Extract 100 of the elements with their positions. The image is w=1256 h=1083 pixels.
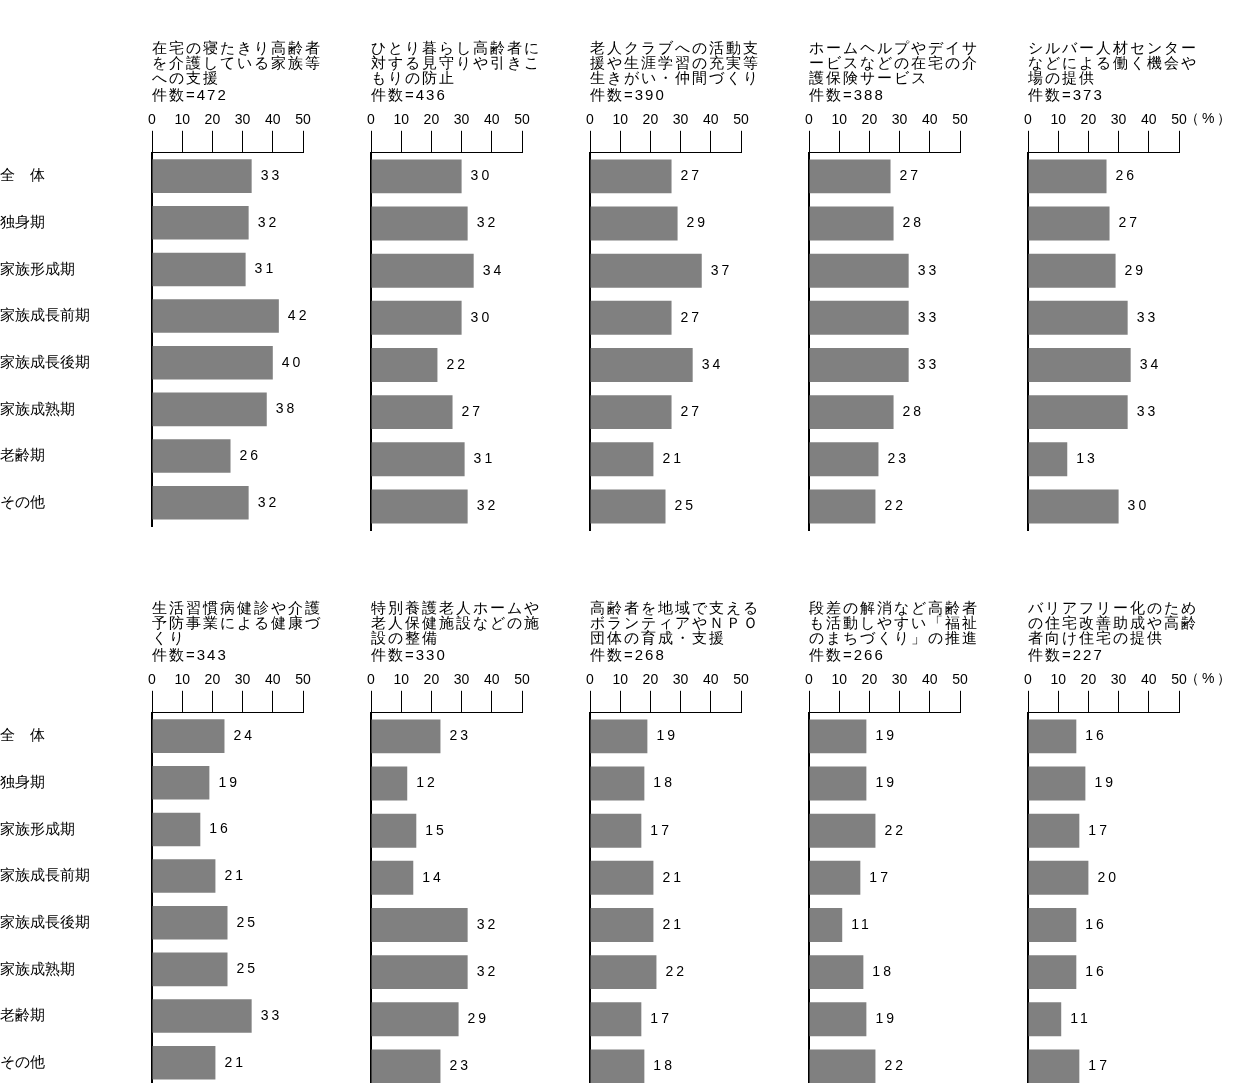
x-tick-label: 50	[1171, 671, 1187, 688]
y-tick-label: 老齢期	[0, 446, 45, 464]
y-tick-label: 家族成熟期	[0, 399, 75, 417]
bar	[371, 300, 462, 335]
bar	[809, 348, 909, 382]
x-tick-label: 50	[295, 111, 311, 128]
data-label: 15	[425, 821, 447, 838]
data-label: 19	[875, 1010, 897, 1027]
data-label: 24	[233, 726, 256, 743]
data-label: 28	[902, 402, 925, 419]
data-label: 22	[884, 821, 907, 838]
x-tick-label: 0	[805, 111, 814, 128]
data-label: 37	[710, 261, 733, 278]
data-label: 30	[470, 167, 493, 184]
bar	[371, 1049, 441, 1083]
data-label: 33	[917, 261, 940, 278]
data-label: 22	[665, 962, 688, 979]
y-tick-label: 全 体	[0, 726, 45, 744]
data-label: 31	[473, 450, 496, 467]
bar	[590, 489, 666, 524]
bar	[152, 159, 252, 193]
bar	[1028, 908, 1077, 942]
x-tick-label: 40	[703, 111, 719, 128]
bar	[1028, 813, 1080, 848]
chart-subtitle: 件数=472	[152, 86, 228, 105]
bar	[1028, 395, 1128, 430]
y-tick-label: 全 体	[0, 166, 45, 184]
chart-subtitle: 件数=268	[590, 646, 666, 665]
x-tick-label: 40	[922, 111, 938, 128]
data-label: 33	[1136, 308, 1159, 325]
chart-subtitle: 件数=330	[371, 646, 447, 665]
bar	[1028, 253, 1116, 288]
chart-title: ひとり暮らし高齢者に対する見守りや引きこもりの防止	[371, 39, 542, 86]
y-tick-label: 家族成長後期	[0, 912, 90, 930]
x-tick-label: 0	[148, 111, 157, 128]
bar	[590, 300, 672, 335]
data-label: 38	[275, 400, 298, 417]
data-label: 20	[1097, 868, 1119, 885]
data-label: 11	[851, 915, 872, 932]
x-tick-label: 10	[174, 671, 191, 688]
bar	[590, 159, 672, 194]
data-label: 33	[260, 1006, 283, 1023]
data-label: 25	[236, 913, 259, 930]
data-label: 21	[662, 450, 684, 467]
bar	[809, 813, 876, 848]
y-tick-label: その他	[0, 492, 45, 510]
bar	[371, 348, 438, 382]
x-tick-label: 40	[1141, 111, 1157, 128]
x-tick-label: 50	[952, 671, 968, 688]
x-tick-label: 40	[484, 671, 500, 688]
data-label: 29	[686, 214, 709, 231]
data-label: 32	[257, 213, 280, 230]
data-label: 25	[236, 960, 259, 977]
data-label: 32	[476, 497, 499, 514]
data-label: 26	[1115, 167, 1138, 184]
x-tick-label: 50	[952, 111, 968, 128]
data-label: 14	[422, 868, 444, 885]
data-label: 27	[680, 308, 703, 325]
bar	[809, 908, 843, 942]
data-label: 34	[482, 261, 505, 278]
bar	[590, 348, 693, 382]
x-tick-label: 20	[423, 111, 440, 128]
x-tick-label: 40	[1141, 671, 1157, 688]
data-label: 16	[1085, 915, 1107, 932]
bar	[1028, 159, 1107, 194]
bar	[152, 719, 225, 753]
data-label: 34	[1139, 355, 1162, 372]
chart-title: 老人クラブへの活動支援や生涯学習の充実等生きがい・仲間づくり	[590, 39, 761, 86]
y-tick-label: 独身期	[0, 212, 45, 230]
data-label: 27	[899, 167, 922, 184]
y-tick-label: 家族成熟期	[0, 959, 75, 977]
bar	[371, 395, 453, 430]
data-label: 21	[224, 866, 246, 883]
x-tick-label: 50	[295, 671, 311, 688]
data-label: 27	[461, 402, 484, 419]
bar	[809, 489, 876, 524]
bar	[809, 442, 879, 477]
bar	[809, 860, 861, 895]
data-label: 33	[917, 308, 940, 325]
bar	[152, 439, 231, 473]
x-tick-label: 10	[612, 111, 629, 128]
x-tick-label: 0	[148, 671, 157, 688]
bar	[1028, 719, 1077, 754]
bar	[1028, 300, 1128, 335]
bar	[152, 252, 246, 287]
x-tick-label: 20	[642, 111, 659, 128]
bar	[809, 395, 894, 430]
chart-title: 在宅の寝たきり高齢者を介護している家族等への支援	[152, 39, 323, 86]
data-label: 16	[1085, 727, 1107, 744]
data-label: 22	[884, 497, 907, 514]
x-axis-title: （%）	[1185, 669, 1235, 686]
x-tick-label: 30	[1110, 111, 1127, 128]
bar	[1028, 442, 1068, 477]
data-label: 21	[224, 1053, 246, 1070]
y-tick-label: 独身期	[0, 772, 45, 790]
x-tick-label: 20	[1080, 111, 1097, 128]
x-tick-label: 30	[672, 671, 689, 688]
data-label: 19	[875, 774, 897, 791]
x-tick-label: 0	[805, 671, 814, 688]
bar	[1028, 955, 1077, 990]
